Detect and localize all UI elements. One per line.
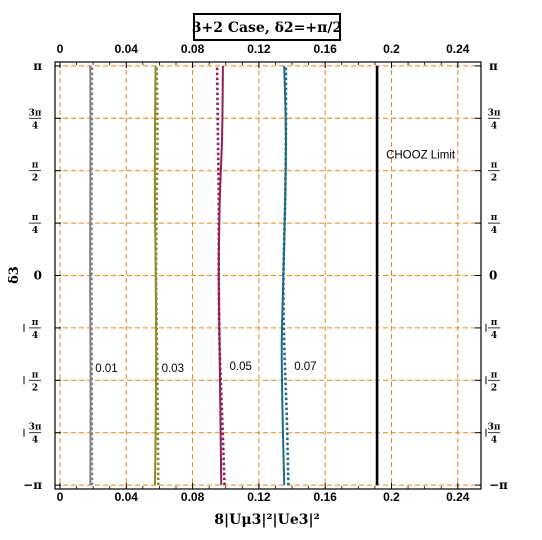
contour-level-label: 0.05 [230,361,252,373]
y-tick-label-left: π4 [23,318,41,341]
x-tick-label-bottom: 0.08 [181,490,205,504]
y-tick-label-left: 3π4 [23,423,42,446]
svg-text:3π: 3π [488,423,501,433]
svg-text:π: π [489,59,498,73]
svg-text:4: 4 [32,226,38,236]
svg-text:2: 2 [491,383,497,393]
contour-level-label: 0.01 [95,363,117,375]
svg-text:4: 4 [491,331,497,341]
svg-text:π: π [491,370,498,380]
svg-text:−π: −π [489,478,508,492]
svg-text:3π: 3π [29,423,42,433]
x-tick-label-top: 0.08 [181,42,205,56]
svg-text:−π: −π [23,478,42,492]
svg-text:4: 4 [491,121,497,131]
grid [55,62,481,489]
svg-text:0: 0 [489,269,497,283]
y-tick-label-left: −π [23,478,42,492]
contour-level-label: 0.03 [162,363,184,375]
svg-text:2: 2 [491,174,497,184]
chooz-limit-label: CHOOZ Limit [386,150,456,162]
svg-text:π: π [491,161,498,171]
svg-text:2: 2 [32,383,38,393]
x-tick-label-top: 0 [57,42,64,56]
svg-text:π: π [32,213,39,223]
y-tick-label-left: π2 [29,161,41,184]
x-tick-label-bottom: 0.04 [115,490,139,504]
x-tick-label-bottom: 0.2 [383,490,400,504]
y-tick-label-left: π [33,59,42,73]
svg-text:4: 4 [32,331,38,341]
x-axis-label: 8|Uμ3|²|Ue3|² [214,512,319,528]
svg-text:π: π [32,370,39,380]
y-tick-label-right: 3π4 [485,423,501,446]
contour-level-label: 0.07 [294,361,316,373]
ticks [55,62,481,489]
contour-0.07-solid [280,65,287,486]
x-tick-label-top: 0.24 [446,42,470,56]
x-tick-label-bottom: 0.24 [446,490,470,504]
x-tick-label-top: 0.16 [314,42,338,56]
x-tick-label-bottom: 0 [57,490,64,504]
y-tick-label-right: π4 [488,213,500,236]
svg-text:3π: 3π [29,108,42,118]
tick-labels: 0 0 0.04 0.04 0.08 0.08 0.12 0.12 0.16 0.16 0.2 0.2… [23,42,508,504]
svg-text:π: π [32,161,39,171]
chart-title-box: 3+2 Case, δ2=+π/2 [192,13,342,41]
y-tick-label-right: −π [489,478,508,492]
y-tick-label-left: π4 [29,213,41,236]
x-tick-label-top: 0.04 [115,42,139,56]
svg-text:3π: 3π [488,108,501,118]
x-tick-label-top: 0.12 [247,42,271,56]
x-tick-label-bottom: 0.16 [314,490,338,504]
svg-text:4: 4 [32,121,38,131]
contour-0.03-solid [153,65,158,486]
series-group [89,65,290,486]
contour-0.05-solid [217,65,224,486]
svg-text:π: π [491,318,498,328]
svg-text:4: 4 [491,436,497,446]
svg-text:π: π [33,59,42,73]
chart-title: 3+2 Case, δ2=+π/2 [192,20,342,36]
limit-line-group: CHOOZ Limit [375,65,456,486]
svg-text:2: 2 [32,174,38,184]
y-axis-label: δ3 [7,266,22,284]
svg-text:4: 4 [491,226,497,236]
svg-text:0: 0 [34,269,42,283]
y-tick-label-right: 0 [489,269,497,283]
y-tick-label-right: 3π4 [488,108,501,131]
svg-text:4: 4 [32,436,38,446]
y-tick-label-left: π2 [23,370,41,393]
svg-text:π: π [32,318,39,328]
svg-text:π: π [491,213,498,223]
y-tick-label-right: π2 [485,370,500,393]
y-tick-label-right: π4 [485,318,500,341]
contour-labels: 0.01 0.03 0.05 0.07 [95,361,316,375]
y-tick-label-right: π2 [488,161,500,184]
x-tick-label-bottom: 0.12 [247,490,271,504]
x-tick-label-top: 0.2 [383,42,400,56]
y-tick-label-left: 3π4 [29,108,42,131]
y-tick-label-right: π [489,59,498,73]
contour-0.01-solid [89,65,92,486]
y-tick-label-left: 0 [34,269,42,283]
